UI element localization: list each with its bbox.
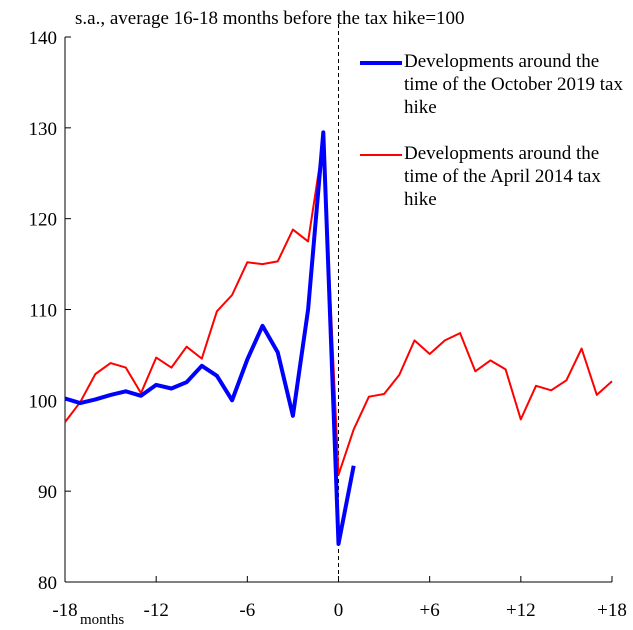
legend-label: Developments around the time of the Octo… — [404, 51, 623, 118]
y-tick-label: 80 — [38, 573, 57, 594]
x-tick-label: +18 — [597, 600, 627, 621]
series-line — [64, 140, 613, 476]
x-tick-label: +12 — [506, 600, 536, 621]
x-tick-label: +6 — [420, 600, 440, 621]
y-tick-label: 90 — [38, 482, 57, 503]
legend-label: Developments around the time of the Apri… — [404, 143, 601, 210]
x-tick-label: -6 — [239, 600, 255, 621]
y-tick-label: 120 — [29, 210, 58, 231]
y-tick-label: 130 — [29, 119, 58, 140]
legend-entry: Developments around the time of the Apri… — [404, 143, 601, 210]
chart-subtitle: s.a., average 16-18 months before the ta… — [75, 8, 465, 29]
series-line — [64, 130, 356, 546]
x-axis-label: months — [80, 612, 124, 628]
y-tick-label: 140 — [29, 28, 58, 49]
x-tick-label: -18 — [52, 600, 77, 621]
x-tick-label: 0 — [334, 600, 344, 621]
legend-entry: Developments around the time of the Octo… — [404, 51, 623, 118]
x-tick-label: -12 — [144, 600, 169, 621]
y-tick-label: 110 — [29, 301, 57, 322]
y-tick-label: 100 — [29, 391, 58, 412]
